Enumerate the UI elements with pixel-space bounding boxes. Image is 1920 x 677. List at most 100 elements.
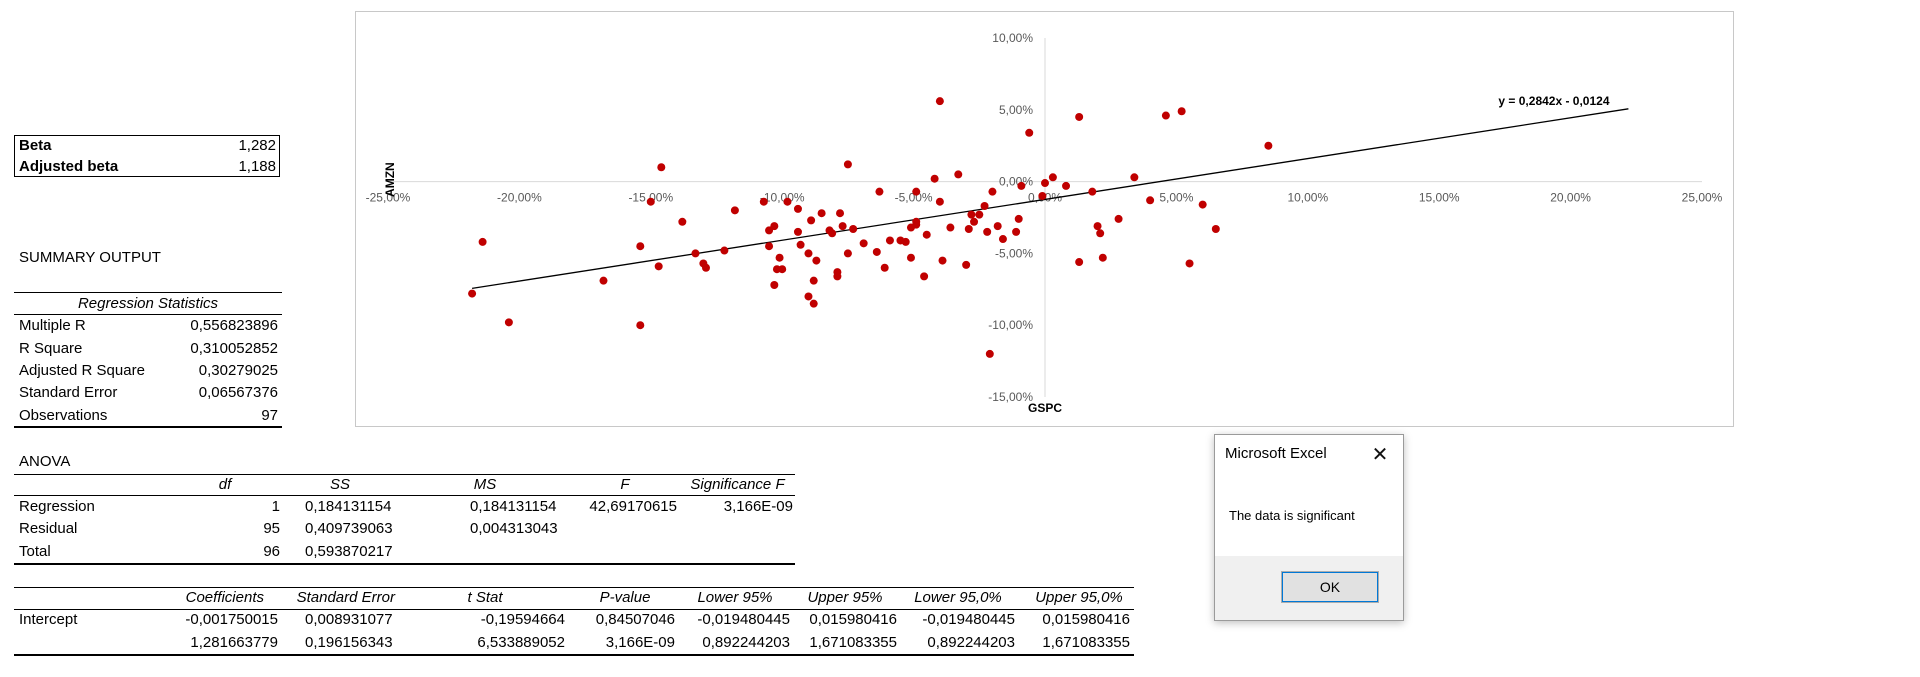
data-point — [730, 206, 739, 215]
anova-cell-f: 42,69170615 — [589, 498, 677, 515]
y-tick-label: 10,00% — [992, 31, 1033, 45]
coef-header: Lower 95,0% — [914, 589, 1002, 606]
coef-header: Coefficients — [185, 589, 264, 606]
data-point — [1185, 259, 1194, 268]
y-tick-label: -10,00% — [988, 318, 1033, 332]
anova-cell-df: 95 — [263, 520, 280, 537]
regression-stats-header-border — [14, 314, 282, 315]
anova-cell-significance-f: 3,166E-09 — [723, 498, 793, 515]
data-point — [1198, 200, 1207, 209]
coef-cell: 6,533889052 — [477, 634, 565, 651]
stat-value: 0,310052852 — [190, 340, 278, 357]
coef-cell: 0,008931077 — [305, 611, 393, 628]
coef-header: P-value — [599, 589, 651, 606]
data-point — [468, 289, 477, 298]
stat-label: Adjusted R Square — [19, 362, 145, 379]
stat-label: Observations — [19, 407, 108, 424]
data-point — [998, 235, 1007, 244]
data-point — [636, 321, 645, 330]
data-point — [838, 222, 847, 231]
data-point — [962, 260, 971, 269]
adjusted-beta-label: Adjusted beta — [19, 158, 119, 175]
data-point — [1088, 187, 1097, 196]
data-point — [980, 202, 989, 211]
data-point — [1048, 173, 1057, 182]
coef-header: Lower 95% — [697, 589, 773, 606]
data-point — [807, 216, 816, 225]
data-point — [833, 272, 842, 281]
trendline — [471, 108, 1629, 290]
anova-header-f: F — [620, 476, 630, 493]
data-point — [809, 276, 818, 285]
y-tick-label: -5,00% — [995, 246, 1033, 260]
coef-header: Upper 95% — [807, 589, 883, 606]
data-point — [783, 197, 792, 206]
data-point — [1177, 107, 1186, 116]
data-point — [901, 237, 910, 246]
x-axis-title: GSPC — [1028, 401, 1062, 415]
coef-cell: 3,166E-09 — [605, 634, 675, 651]
coef-cell: 0,892244203 — [927, 634, 1015, 651]
anova-header-significance-f: Significance F — [690, 476, 785, 493]
stat-label: R Square — [19, 340, 83, 357]
close-icon[interactable]: ✕ — [1371, 443, 1389, 466]
data-point — [964, 224, 973, 233]
data-point — [1012, 227, 1021, 236]
y-tick-label: 0,00% — [999, 175, 1033, 189]
data-point — [828, 229, 837, 238]
x-tick-label: 25,00% — [1682, 191, 1723, 205]
data-point — [504, 318, 513, 327]
data-point — [636, 242, 645, 251]
data-point — [849, 224, 858, 233]
data-point — [920, 272, 929, 281]
coef-header: t Stat — [467, 589, 503, 606]
data-point — [1075, 258, 1084, 267]
data-point — [1014, 214, 1023, 223]
data-point — [843, 160, 852, 169]
stat-value: 0,556823896 — [190, 317, 278, 334]
coef-cell: 0,015980416 — [1042, 611, 1130, 628]
data-point — [1062, 181, 1071, 190]
data-point — [912, 220, 921, 229]
coef-bottom-border — [14, 654, 1134, 656]
data-point — [1264, 141, 1273, 150]
anova-header-border — [14, 495, 795, 496]
coef-cell: -0,001750015 — [185, 611, 278, 628]
data-point — [770, 280, 779, 289]
anova-row-label: Regression — [19, 498, 95, 515]
coef-header-border — [14, 609, 1134, 610]
anova-header-ms: MS — [473, 476, 497, 493]
data-point — [1114, 214, 1123, 223]
coef-row-label: Intercept — [19, 611, 78, 628]
beta-value: 1,282 — [238, 137, 276, 154]
trendline-label: y = 0,2842x - 0,0124 — [1498, 94, 1609, 108]
data-point — [988, 187, 997, 196]
anova-cell-ss: 0,184131154 — [305, 498, 392, 515]
x-tick-label: -15,00% — [628, 191, 673, 205]
anova-cell-ms: 0,004313043 — [470, 520, 558, 537]
ok-button[interactable]: OK — [1281, 571, 1379, 603]
data-point — [804, 292, 813, 301]
x-tick-label: -5,00% — [895, 191, 933, 205]
data-point — [775, 253, 784, 262]
x-tick-label: 15,00% — [1419, 191, 1460, 205]
anova-cell-ss: 0,409739063 — [305, 520, 393, 537]
stat-value: 0,06567376 — [198, 384, 278, 401]
stat-label: Standard Error — [19, 384, 118, 401]
anova-top-border — [14, 474, 795, 475]
data-point — [691, 249, 700, 258]
y-tick-label: -15,00% — [988, 390, 1033, 404]
data-point — [759, 197, 768, 206]
data-point — [1211, 224, 1220, 233]
data-point — [859, 239, 868, 248]
data-point — [843, 249, 852, 258]
data-point — [765, 242, 774, 251]
data-point — [885, 236, 894, 245]
anova-cell-ss: 0,593870217 — [305, 543, 393, 560]
anova-cell-ms: 0,184131154 — [470, 498, 557, 515]
anova-cell-df: 96 — [263, 543, 280, 560]
scatter-chart[interactable]: -25,00% -20,00% -15,00% -10,00% -5,00% 0,00% 5… — [355, 11, 1734, 427]
stat-value: 97 — [261, 407, 278, 424]
data-point — [1146, 196, 1155, 205]
coef-cell: -0,019480445 — [922, 611, 1015, 628]
